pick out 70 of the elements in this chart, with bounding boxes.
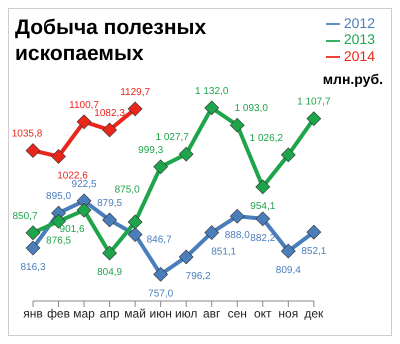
point — [255, 211, 270, 226]
x-tick-label: сен — [228, 306, 247, 321]
data-label: 1035,8 — [12, 128, 43, 140]
data-label: 1 132,0 — [195, 86, 229, 97]
x-tick-label: янв — [23, 306, 43, 321]
data-label: 922,5 — [72, 178, 98, 190]
point — [102, 122, 117, 138]
point — [102, 212, 117, 228]
x-tick-label: мар — [73, 306, 96, 321]
point — [204, 100, 220, 116]
data-label: 875,0 — [114, 184, 140, 196]
data-label: 901,6 — [60, 224, 86, 236]
data-label: 895,0 — [46, 191, 72, 202]
point — [26, 225, 40, 240]
point — [153, 159, 168, 174]
data-label: 876,5 — [46, 235, 72, 246]
x-tick-label: июл — [174, 306, 198, 321]
data-label: 954,1 — [250, 200, 276, 212]
x-tick-label: апр — [100, 306, 120, 321]
point — [128, 227, 142, 242]
data-label: 846,7 — [146, 234, 172, 246]
x-tick-label: июн — [149, 306, 172, 321]
point — [26, 240, 40, 256]
data-label: 852,1 — [301, 246, 327, 258]
data-label: 809,4 — [276, 265, 302, 276]
point — [128, 214, 142, 230]
point — [128, 102, 142, 116]
x-tick-label: май — [124, 306, 146, 321]
x-tick-label: дек — [304, 306, 324, 321]
data-label: 1 093,0 — [234, 103, 268, 114]
point — [230, 118, 245, 132]
point — [26, 143, 40, 158]
point — [76, 114, 92, 130]
data-label: 796,2 — [186, 270, 212, 282]
data-label: 999,3 — [138, 144, 164, 156]
data-label: 1 107,7 — [297, 96, 331, 108]
data-label: 1129,7 — [120, 86, 150, 98]
point — [281, 244, 296, 258]
point — [255, 180, 270, 194]
point — [51, 149, 66, 164]
text: млн.руб. — [322, 71, 383, 87]
point — [178, 250, 194, 264]
point — [281, 148, 296, 162]
point — [306, 224, 322, 240]
data-label: 888,0 — [224, 230, 250, 242]
legend-label: 2012 — [344, 15, 375, 31]
data-label: 1 027,7 — [156, 132, 190, 144]
data-label: 851,1 — [211, 246, 237, 258]
chart-title: Добыча полезных ископаемых — [15, 15, 208, 67]
data-label: 882,2 — [250, 232, 276, 244]
x-tick-label: фев — [47, 306, 70, 321]
x-tick-label: ноя — [278, 306, 298, 321]
data-label: 816,3 — [20, 262, 46, 274]
point — [230, 208, 245, 224]
data-label: 1 026,2 — [250, 132, 284, 144]
legend-label: 2013 — [344, 31, 375, 48]
point — [204, 225, 220, 240]
data-label: 757,0 — [148, 288, 174, 300]
data-label: 850,7 — [12, 210, 38, 222]
point — [102, 246, 117, 260]
point — [76, 202, 92, 218]
data-label: 804,9 — [97, 267, 123, 278]
x-tick-label: окт — [254, 306, 272, 321]
x-tick-label: авг — [203, 306, 222, 321]
data-label: 879,5 — [97, 198, 123, 209]
legend-label: 2014 — [344, 48, 375, 64]
data-label: 1022,6 — [57, 170, 88, 182]
point — [306, 111, 322, 126]
point — [153, 267, 168, 282]
point — [178, 146, 194, 162]
